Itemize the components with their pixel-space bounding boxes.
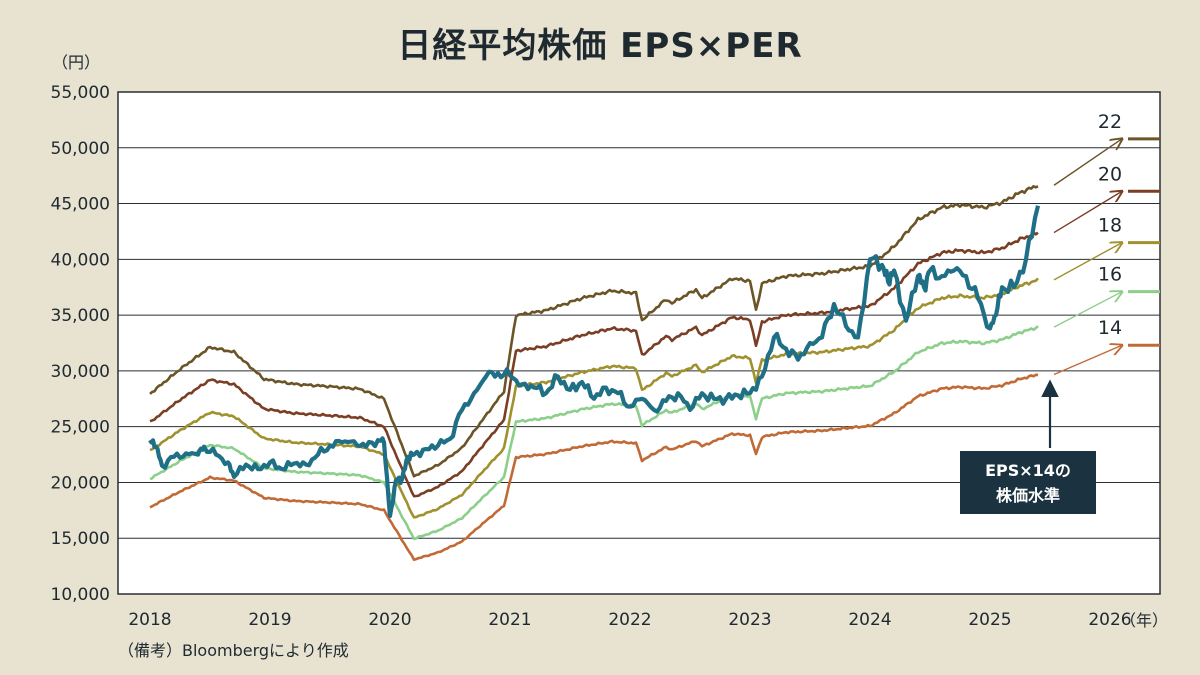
per-18-label: 18: [1098, 215, 1122, 237]
y-unit-label: （円）: [52, 53, 100, 72]
per-22-projection-arrow: [1053, 139, 1122, 186]
y-tick-label: 25,000: [51, 418, 110, 438]
per-16-line: [149, 325, 1039, 541]
callout-text-line1: EPS×14の: [985, 461, 1071, 480]
per-20-label: 20: [1098, 163, 1122, 185]
chart-title: 日経平均株価 EPS×PER: [397, 26, 802, 66]
x-unit-label: （年）: [1120, 611, 1168, 630]
x-tick-label: 2022: [608, 610, 651, 630]
y-tick-label: 35,000: [51, 306, 110, 326]
y-tick-label: 15,000: [51, 529, 110, 549]
per-18-line: [149, 277, 1039, 519]
y-tick-label: 20,000: [51, 473, 110, 493]
per-14-label: 14: [1098, 317, 1122, 339]
y-tick-label: 45,000: [51, 195, 110, 215]
y-tick-label: 55,000: [51, 83, 110, 103]
per-16-projection-arrow: [1053, 292, 1122, 328]
y-tick-label: 50,000: [51, 139, 110, 159]
callout-box: [960, 451, 1096, 514]
per-22-line: [149, 185, 1039, 478]
per-20-line: [149, 231, 1039, 498]
y-tick-label: 10,000: [51, 585, 110, 605]
per-16-label: 16: [1098, 264, 1122, 286]
x-tick-label: 2024: [848, 610, 891, 630]
x-tick-label: 2023: [728, 610, 771, 630]
x-tick-label: 2021: [488, 610, 531, 630]
per-18-projection-arrow: [1053, 243, 1122, 281]
source-note: （備考）Bloombergにより作成: [118, 641, 349, 660]
x-tick-label: 2020: [368, 610, 411, 630]
x-tick-label: 2025: [968, 610, 1011, 630]
x-tick-label: 2019: [248, 610, 291, 630]
per-22-label: 22: [1098, 111, 1122, 133]
x-tick-label: 2018: [128, 610, 171, 630]
per-20-projection-arrow: [1053, 191, 1122, 234]
callout-text-line2: 株価水準: [996, 486, 1060, 505]
y-tick-label: 30,000: [51, 362, 110, 382]
per-14-projection-arrow: [1053, 345, 1122, 376]
nikkei-price-line: [148, 205, 1041, 518]
per-14-line: [149, 373, 1039, 562]
y-tick-label: 40,000: [51, 250, 110, 270]
x-tick-label: 2026: [1088, 610, 1131, 630]
